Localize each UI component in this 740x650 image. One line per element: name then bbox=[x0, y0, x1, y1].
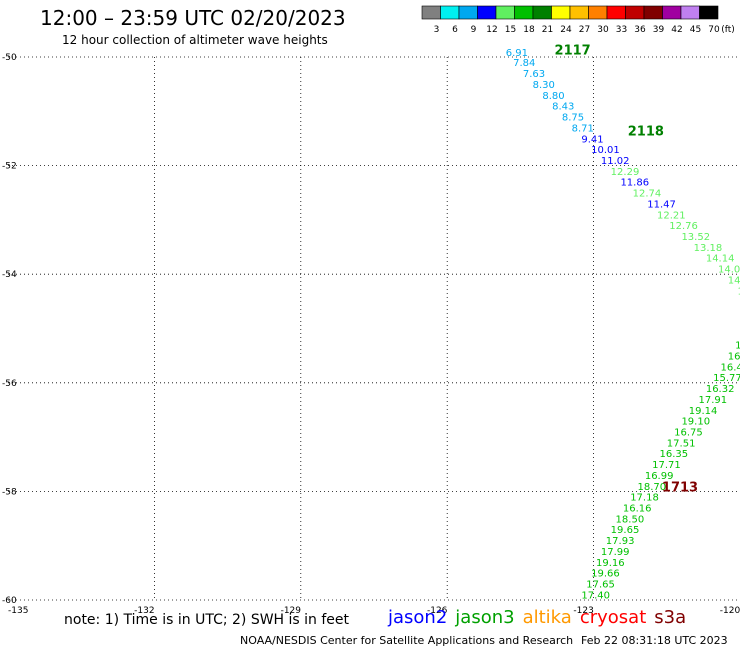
lat-tick-label: -60 bbox=[2, 596, 17, 606]
wave-height-value: 19.16 bbox=[596, 558, 625, 569]
color-bin-label: 3 bbox=[434, 25, 440, 35]
legend-altika: altika bbox=[522, 607, 572, 628]
color-bin-label: 21 bbox=[542, 25, 553, 35]
color-bin-label: 33 bbox=[616, 25, 627, 35]
wave-height-value: 10.01 bbox=[591, 145, 620, 156]
lon-tick-label: -129 bbox=[281, 606, 302, 616]
color-bin-label: 70 bbox=[708, 25, 720, 35]
wave-height-value: 12.74 bbox=[633, 189, 662, 200]
wave-height-value: 19.14 bbox=[689, 406, 718, 417]
wave-height-value: 17.99 bbox=[601, 547, 630, 558]
legend-jason2: jason2 bbox=[388, 607, 448, 628]
wave-height-value: 14.27 bbox=[728, 275, 740, 286]
wave-height-value: 12.21 bbox=[657, 210, 686, 221]
wave-height-value: 8.43 bbox=[552, 102, 574, 113]
wave-height-value: 19.10 bbox=[681, 417, 710, 428]
wave-height-value: 17.18 bbox=[630, 493, 659, 504]
wave-height-value: 16.16 bbox=[623, 503, 652, 514]
lon-tick-label: -132 bbox=[134, 606, 154, 616]
wave-height-value: 9.41 bbox=[581, 134, 603, 145]
color-bin-label: 39 bbox=[653, 25, 665, 35]
generation-timestamp: Feb 22 08:31:18 UTC 2023 bbox=[581, 634, 728, 647]
color-bin-label: 24 bbox=[560, 25, 572, 35]
wave-height-value: 8.30 bbox=[533, 80, 555, 91]
wave-height-value: 19.66 bbox=[591, 569, 620, 580]
wave-height-value: 7.84 bbox=[513, 58, 535, 69]
wave-height-value: 17.91 bbox=[699, 395, 728, 406]
wave-height-value: 14.8 bbox=[738, 286, 740, 297]
legend-s3a: s3a bbox=[654, 607, 687, 628]
credit-line: NOAA/NESDIS Center for Satellite Applica… bbox=[240, 634, 574, 647]
wave-height-value: 14.14 bbox=[706, 254, 735, 265]
color-bin-70 bbox=[699, 5, 719, 20]
wave-height-value: 6.91 bbox=[506, 48, 528, 59]
wave-height-value: 13.52 bbox=[681, 232, 710, 243]
footer-note: note: 1) Time is in UTC; 2) SWH is in fe… bbox=[64, 612, 350, 628]
wave-height-value: 11.47 bbox=[647, 199, 676, 210]
color-bin-label: 27 bbox=[579, 25, 590, 35]
lat-tick-label: -52 bbox=[2, 162, 17, 172]
wave-height-value: 16.40 bbox=[720, 362, 740, 373]
color-bin-label: 18 bbox=[523, 25, 535, 35]
color-bin-label: 12 bbox=[486, 25, 497, 35]
wave-height-value: 17.93 bbox=[606, 536, 635, 547]
wave-height-value: 8.71 bbox=[572, 123, 594, 134]
lat-tick-label: -56 bbox=[2, 379, 17, 389]
wave-height-value: 18.50 bbox=[616, 514, 645, 525]
wave-height-value: 11.86 bbox=[620, 178, 649, 189]
wave-height-value: 16.32 bbox=[706, 384, 735, 395]
wave-height-value: 15.77 bbox=[713, 373, 740, 384]
color-bin-label: 6 bbox=[452, 25, 458, 35]
lon-tick-label: -126 bbox=[427, 606, 448, 616]
wave-height-value: 17.51 bbox=[667, 438, 696, 449]
wave-height-value: 14.02 bbox=[718, 265, 740, 276]
wave-height-value: 16.54 bbox=[728, 351, 740, 362]
color-bin-label: 45 bbox=[690, 25, 701, 35]
wave-height-value: 7.63 bbox=[523, 69, 545, 80]
lon-tick-label: -120 bbox=[720, 606, 740, 616]
color-bin-label: 9 bbox=[471, 25, 477, 35]
track-id-label: 2118 bbox=[628, 125, 664, 140]
lon-tick-label: -123 bbox=[573, 606, 593, 616]
wave-height-value: 15.9 bbox=[735, 341, 740, 352]
wave-height-value: 19.65 bbox=[611, 525, 640, 536]
track-id-label: 1713 bbox=[662, 480, 698, 495]
wave-height-value: 17.40 bbox=[581, 590, 610, 601]
satellite-legend: jason2 jason3 altika cryosat s3a bbox=[388, 607, 694, 628]
color-scale-legend: 3 6 9 12 15 18 21 24 27 30 33 36 39 42 45 70 (ft) bbox=[421, 5, 735, 35]
legend-jason3: jason3 bbox=[455, 607, 515, 628]
color-scale-unit: (ft) bbox=[721, 25, 735, 35]
color-bin-label: 42 bbox=[671, 25, 682, 35]
track-id-label: 2117 bbox=[555, 43, 591, 58]
wave-height-value: 12.76 bbox=[669, 221, 698, 232]
legend-cryosat: cryosat bbox=[579, 607, 647, 628]
wave-height-value: 11.02 bbox=[601, 156, 630, 167]
wave-height-value: 13.18 bbox=[694, 243, 723, 254]
wave-height-value: 8.80 bbox=[542, 91, 564, 102]
color-bin-label: 15 bbox=[505, 25, 516, 35]
wave-height-value: 8.75 bbox=[562, 113, 584, 124]
wave-height-value: 17.65 bbox=[586, 580, 615, 591]
wave-height-value: 12.29 bbox=[611, 167, 640, 178]
lat-tick-label: -54 bbox=[2, 270, 17, 280]
wave-height-value: 17.71 bbox=[652, 460, 681, 471]
page-title: 12:00 – 23:59 UTC 02/20/2023 bbox=[40, 6, 346, 30]
lon-tick-label: -135 bbox=[8, 606, 28, 616]
color-bin-label: 30 bbox=[597, 25, 609, 35]
wave-height-value: 18.70 bbox=[638, 482, 667, 493]
lat-tick-label: -50 bbox=[2, 53, 17, 63]
wave-height-value: 16.35 bbox=[659, 449, 688, 460]
wave-height-value: 16.75 bbox=[674, 427, 703, 438]
wave-height-value: 16.99 bbox=[645, 471, 674, 482]
page-subtitle: 12 hour collection of altimeter wave hei… bbox=[62, 33, 328, 47]
lat-tick-label: -58 bbox=[2, 487, 17, 497]
color-bin-label: 36 bbox=[634, 25, 646, 35]
